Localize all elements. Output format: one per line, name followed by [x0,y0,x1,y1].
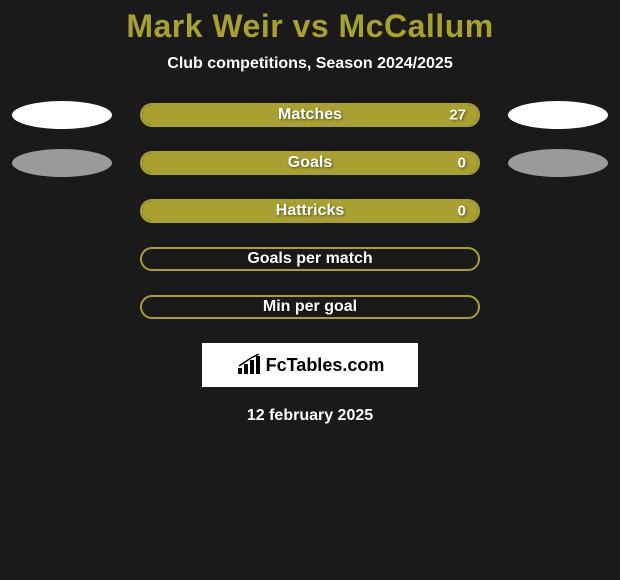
stat-row: Matches 27 [0,103,620,127]
right-indicator-oval [508,101,608,129]
stat-label: Hattricks [276,202,344,220]
stat-bar: Min per goal [140,295,480,319]
left-indicator-oval [12,149,112,177]
subtitle: Club competitions, Season 2024/2025 [0,55,620,73]
date-text: 12 february 2025 [0,407,620,425]
stat-label: Goals [288,154,332,172]
stat-label: Goals per match [247,250,372,268]
stat-bar: Goals 0 [140,151,480,175]
stat-row: Goals 0 [0,151,620,175]
page-title: Mark Weir vs McCallum [0,8,620,45]
stat-label: Min per goal [263,298,357,316]
bar-chart-icon [236,354,262,376]
right-indicator-oval [508,149,608,177]
logo: FcTables.com [236,354,385,376]
stat-bar: Matches 27 [140,103,480,127]
stat-row: Goals per match [0,247,620,271]
left-indicator-oval [12,101,112,129]
stat-rows: Matches 27 Goals 0 Hattricks 0 Goals per match… [0,103,620,319]
stat-value: 0 [458,203,466,220]
stats-card: Mark Weir vs McCallum Club competitions,… [0,0,620,425]
stat-row: Hattricks 0 [0,199,620,223]
logo-text: FcTables.com [266,355,385,376]
stat-value: 27 [449,107,466,124]
stat-label: Matches [278,106,342,124]
logo-box: FcTables.com [202,343,418,387]
stat-bar: Hattricks 0 [140,199,480,223]
stat-row: Min per goal [0,295,620,319]
stat-value: 0 [458,155,466,172]
stat-bar: Goals per match [140,247,480,271]
